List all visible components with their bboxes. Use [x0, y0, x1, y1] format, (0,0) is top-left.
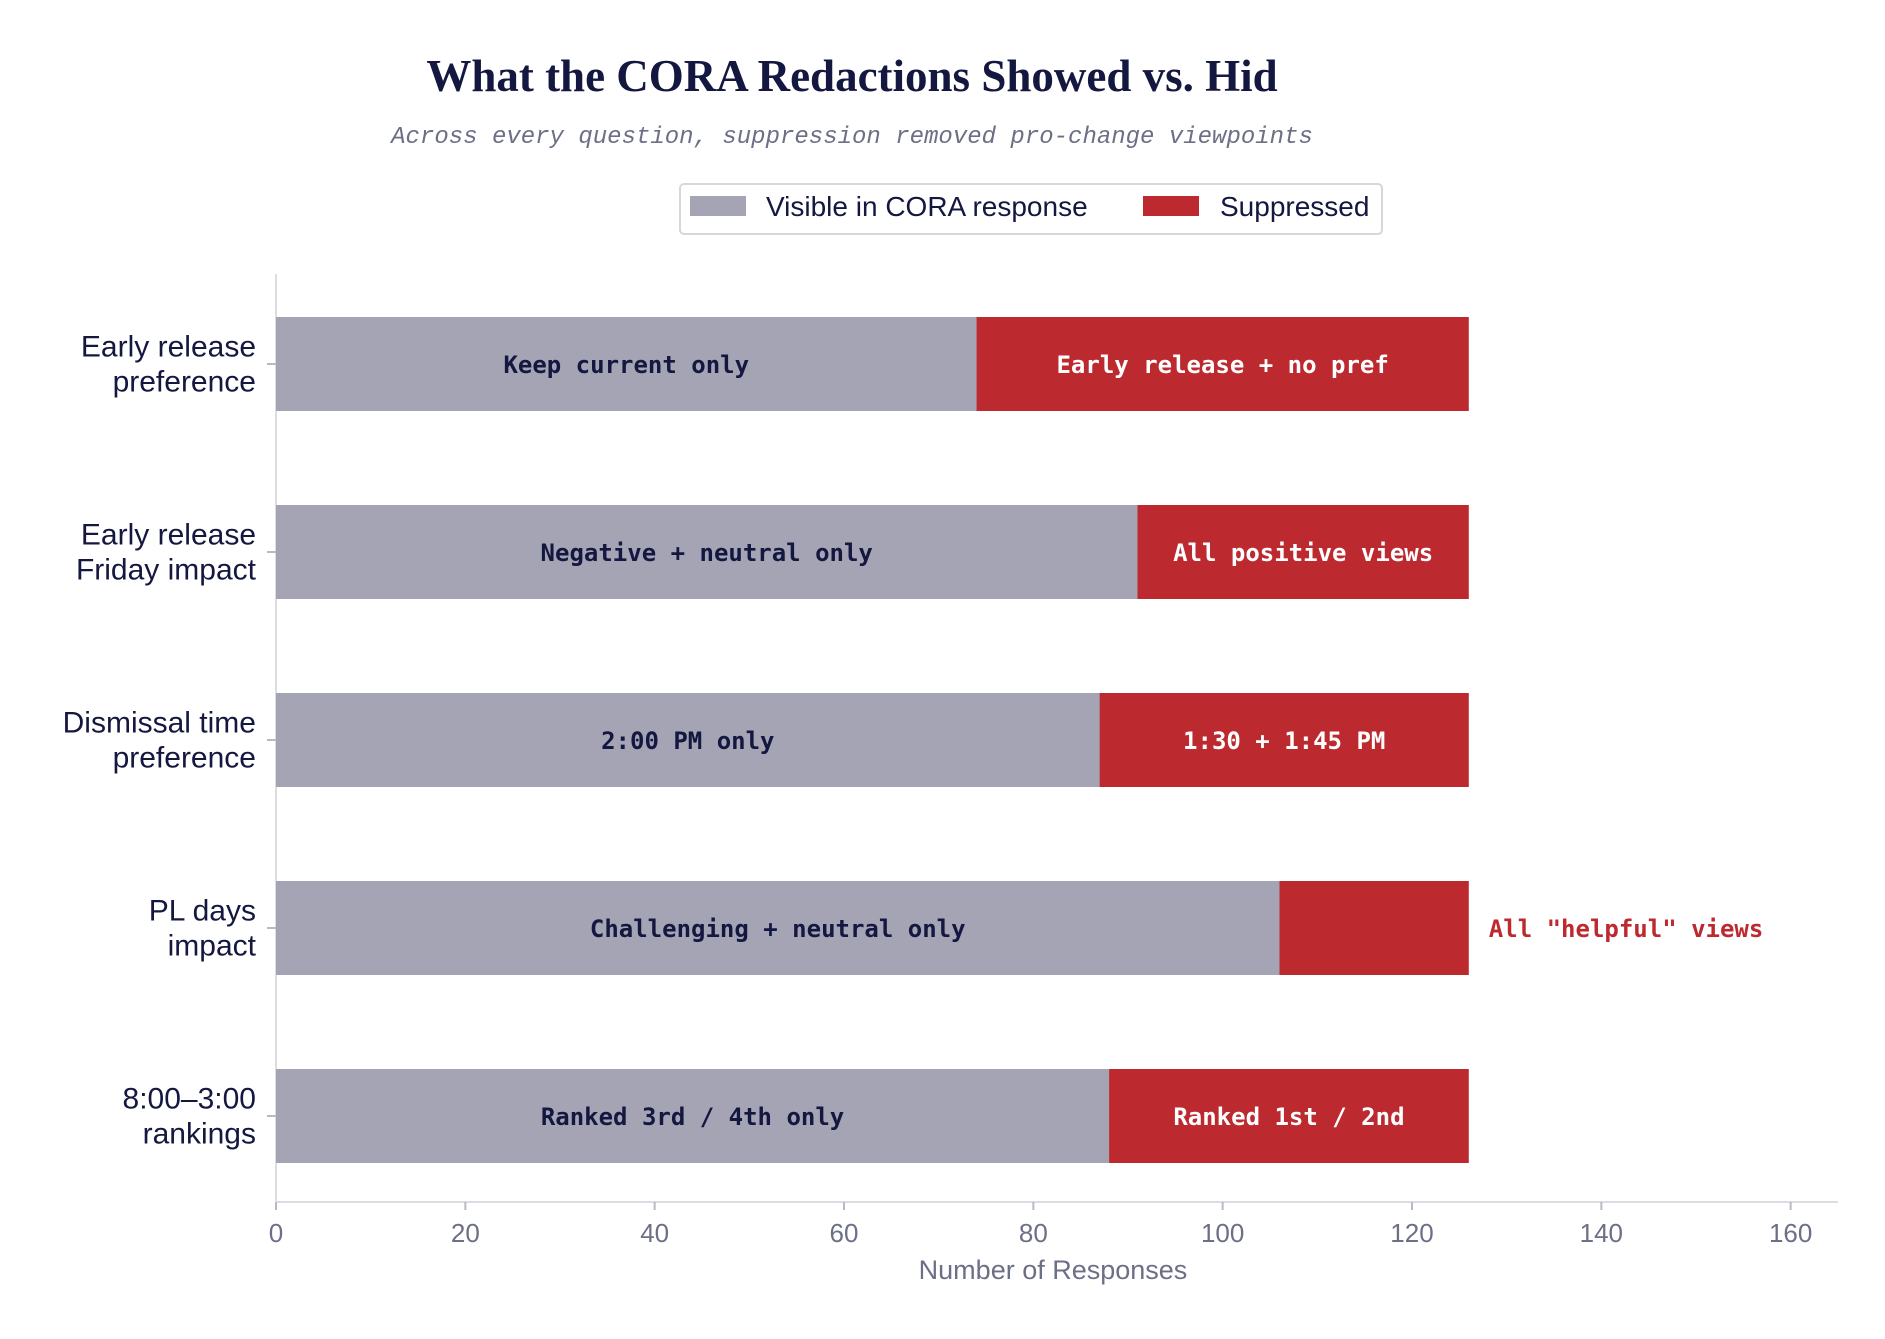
bar-visible — [276, 505, 1138, 599]
bar-label-suppressed: Ranked 1st / 2nd — [1173, 1103, 1404, 1131]
bar-label-suppressed: All "helpful" views — [1489, 915, 1764, 943]
y-category-label: Early release preference — [81, 331, 256, 399]
y-category-label: Early release Friday impact — [76, 519, 257, 587]
x-tick-label: 80 — [1019, 1218, 1048, 1248]
bar-suppressed — [1137, 505, 1469, 599]
x-tick-label: 0 — [269, 1218, 283, 1248]
bar-label-visible: 2:00 PM only — [601, 727, 774, 755]
y-category-label: PL days impact — [149, 895, 257, 963]
bar-suppressed — [1109, 1069, 1469, 1163]
chart-subtitle: Across every question, suppression remov… — [389, 124, 1313, 151]
y-category-label-line: Friday impact — [76, 554, 257, 587]
x-tick-label: 160 — [1769, 1218, 1812, 1248]
bar-visible — [276, 317, 977, 411]
x-tick-label: 60 — [830, 1218, 859, 1248]
bar-suppressed — [1099, 693, 1469, 787]
bar-visible — [276, 881, 1280, 975]
y-category-label-line: PL days — [149, 895, 256, 928]
y-category-label-line: Early release — [81, 519, 256, 552]
bar-label-visible: Ranked 3rd / 4th only — [541, 1103, 844, 1131]
legend-label-suppressed: Suppressed — [1220, 191, 1369, 222]
legend-swatch-visible — [690, 196, 746, 216]
bar-label-visible: Keep current only — [503, 351, 749, 379]
x-axis-title: Number of Responses — [919, 1255, 1188, 1285]
bar-label-suppressed: Early release + no pref — [1056, 351, 1388, 379]
bar-visible — [276, 1069, 1110, 1163]
y-category-label-line: preference — [113, 742, 256, 775]
bar-label-visible: Negative + neutral only — [541, 539, 873, 567]
legend-label-visible: Visible in CORA response — [766, 191, 1088, 222]
y-category-label: 8:00–3:00 rankings — [123, 1083, 256, 1151]
y-category-label-line: preference — [113, 366, 256, 399]
bar-label-suppressed: 1:30 + 1:45 PM — [1183, 727, 1385, 755]
y-category-label-line: impact — [168, 930, 257, 963]
legend-frame — [679, 183, 1383, 235]
y-category-label-line: Early release — [81, 331, 256, 364]
x-tick-label: 100 — [1201, 1218, 1244, 1248]
bar-visible — [276, 693, 1100, 787]
bar-label-suppressed: All positive views — [1173, 539, 1433, 567]
y-category-label-line: 8:00–3:00 — [123, 1083, 256, 1116]
y-category-label-line: Dismissal time — [63, 707, 256, 740]
bar-suppressed — [976, 317, 1469, 411]
legend-swatch-suppressed — [1143, 196, 1199, 216]
legend: Visible in CORA response Suppressed — [679, 183, 1383, 235]
bar-suppressed — [1279, 881, 1469, 975]
x-tick-label: 40 — [640, 1218, 669, 1248]
x-tick-label: 140 — [1580, 1218, 1623, 1248]
bar-label-visible: Challenging + neutral only — [590, 915, 966, 943]
y-category-label: Dismissal time preference — [63, 707, 256, 775]
chart-title: What the CORA Redactions Showed vs. Hid — [426, 51, 1277, 101]
x-tick-label: 20 — [451, 1218, 480, 1248]
x-tick-label: 120 — [1390, 1218, 1433, 1248]
y-category-label-line: rankings — [143, 1118, 256, 1151]
